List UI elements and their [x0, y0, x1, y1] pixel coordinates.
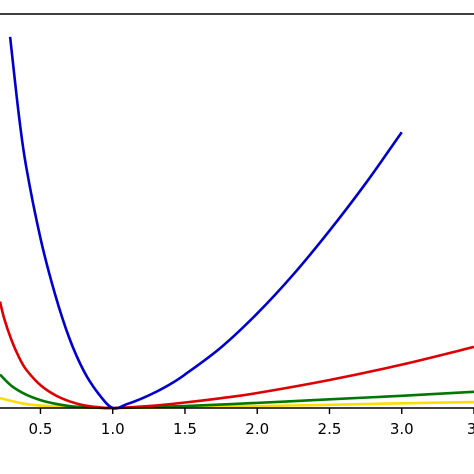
x-tick-label: 1.5: [173, 420, 197, 438]
x-axis-ticks: 0.5 1.0 1.5 2.0 2.5 3.0 3.: [29, 408, 474, 438]
series-line-2: [0, 301, 474, 410]
x-tick-label: 2.5: [318, 420, 342, 438]
series-line-1: [8, 36, 403, 410]
x-tick-label: 3.0: [390, 420, 414, 438]
x-tick-label: 3.: [467, 420, 474, 438]
x-tick-label: 0.5: [29, 420, 53, 438]
x-tick-label: 1.0: [101, 420, 125, 438]
axes-frame: [0, 13, 474, 409]
x-tick-label: 2.0: [245, 420, 269, 438]
series-layer: [0, 36, 474, 410]
